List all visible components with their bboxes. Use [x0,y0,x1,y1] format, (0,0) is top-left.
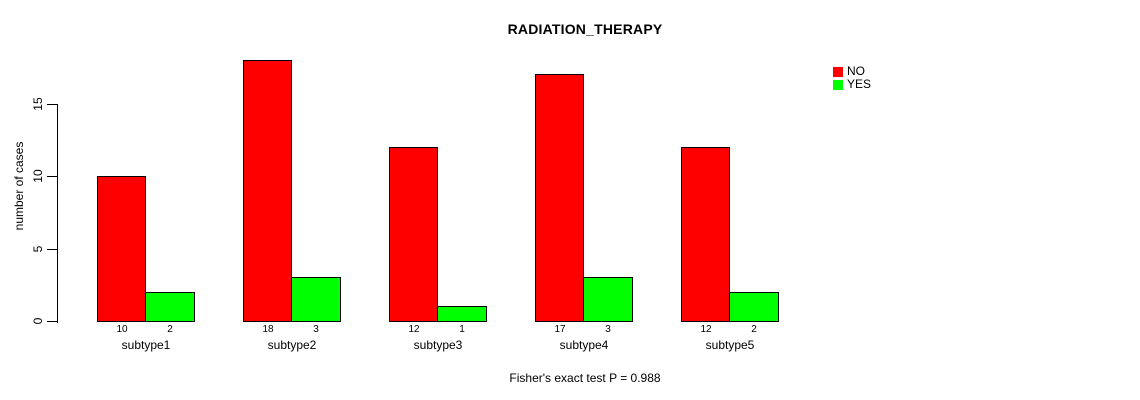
bar-no-subtype2 [243,60,292,322]
legend-row-no: NO [833,65,871,78]
category-label-subtype3: subtype3 [413,338,463,352]
y-tick-label: 10 [31,169,45,183]
bar-value-label: 18 [262,324,274,335]
bar-value-label: 10 [116,324,128,335]
category-label-subtype4: subtype4 [559,338,609,352]
bar-yes-subtype2 [291,277,341,322]
y-tick-label: 0 [31,317,45,325]
bar-value-label: 1 [459,324,465,335]
bar-value-label: 3 [605,324,611,335]
y-tick [47,321,58,322]
bar-yes-subtype3 [437,306,487,322]
bar-value-label: 12 [408,324,420,335]
category-label-subtype1: subtype1 [121,338,171,352]
y-tick [47,249,58,250]
y-tick [47,104,58,105]
legend-label-no: NO [847,64,865,78]
fisher-test-footnote: Fisher's exact test P = 0.988 [509,371,661,385]
bar-yes-subtype5 [729,292,779,322]
bar-value-label: 2 [167,324,173,335]
bar-value-label: 3 [313,324,319,335]
bar-no-subtype5 [681,147,730,322]
bar-yes-subtype1 [145,292,195,322]
y-tick-label: 15 [31,97,45,111]
bar-value-label: 17 [554,324,566,335]
chart-title: RADIATION_THERAPY [507,21,663,37]
bar-no-subtype1 [97,176,146,322]
legend-row-yes: YES [833,78,871,91]
legend-label-yes: YES [847,77,872,91]
y-tick-label: 5 [31,245,45,253]
bar-yes-subtype4 [583,277,633,322]
legend-swatch-yes [833,79,843,90]
legend-swatch-no [833,66,843,77]
legend: NO YES [833,65,871,91]
bar-no-subtype3 [389,147,438,322]
y-axis-title: number of cases [12,141,26,231]
category-label-subtype2: subtype2 [267,338,317,352]
bar-no-subtype4 [535,74,584,322]
y-tick [47,176,58,177]
bar-value-label: 2 [751,324,757,335]
y-axis-line [57,104,58,323]
category-label-subtype5: subtype5 [705,338,755,352]
bar-value-label: 12 [700,324,712,335]
